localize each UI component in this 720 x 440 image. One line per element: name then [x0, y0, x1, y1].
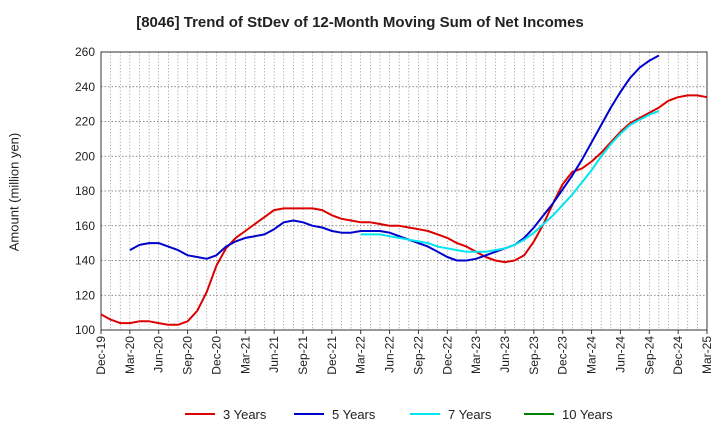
legend-label: 5 Years	[332, 407, 376, 422]
x-tick-label: Mar-24	[585, 336, 599, 374]
legend-label: 10 Years	[562, 407, 613, 422]
x-tick-label: Sep-23	[527, 336, 541, 375]
y-tick-label: 240	[75, 80, 95, 94]
y-tick-label: 200	[75, 149, 95, 163]
x-tick-label: Jun-20	[152, 336, 166, 373]
x-tick-label: Dec-21	[325, 336, 339, 375]
x-tick-label: Dec-19	[94, 336, 108, 375]
legend-label: 3 Years	[223, 407, 267, 422]
x-tick-label: Dec-23	[556, 336, 570, 375]
y-tick-label: 140	[75, 254, 95, 268]
x-tick-label: Mar-20	[123, 336, 137, 374]
x-tick-label: Dec-20	[209, 336, 223, 375]
x-tick-label: Mar-21	[238, 336, 252, 374]
x-tick-label: Jun-22	[383, 336, 397, 373]
series-line-3-years	[100, 94, 708, 326]
series-line-7-years	[360, 110, 660, 253]
x-tick-label: Sep-21	[296, 336, 310, 375]
x-tick-label: Sep-24	[642, 336, 656, 375]
y-tick-label: 120	[75, 288, 95, 302]
y-tick-label: 100	[75, 323, 95, 337]
x-tick-label: Mar-23	[469, 336, 483, 374]
x-tick-label: Jun-24	[613, 336, 627, 373]
y-tick-label: 260	[75, 45, 95, 59]
legend-label: 7 Years	[448, 407, 492, 422]
x-tick-label: Sep-22	[411, 336, 425, 375]
y-tick-label: 220	[75, 115, 95, 129]
chart-title: [8046] Trend of StDev of 12-Month Moving…	[136, 14, 584, 31]
y-tick-label: 160	[75, 219, 95, 233]
x-tick-label: Dec-22	[440, 336, 454, 375]
plot-border	[100, 51, 708, 331]
x-tick-label: Mar-22	[354, 336, 368, 374]
x-tick-label: Dec-24	[671, 336, 685, 375]
x-tick-label: Sep-20	[181, 336, 195, 375]
x-tick-label: Jun-23	[498, 336, 512, 373]
x-tick-label: Jun-21	[267, 336, 281, 373]
x-tick-label: Mar-25	[700, 336, 714, 374]
y-tick-label: 180	[75, 184, 95, 198]
series-line-5-years	[129, 54, 660, 262]
